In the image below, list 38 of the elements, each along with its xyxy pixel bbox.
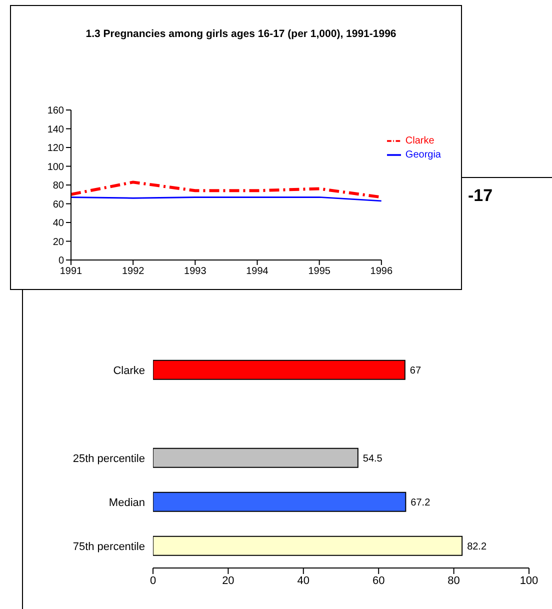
x-tick-label: 60: [372, 574, 385, 587]
x-tick-label: 1991: [60, 266, 83, 278]
x-tick-label: 1992: [122, 266, 145, 278]
y-tick-label: 140: [47, 124, 64, 136]
x-tick-label: 20: [222, 574, 234, 587]
x-tick-label: 1996: [370, 266, 393, 278]
x-tick-label: 1993: [184, 266, 207, 278]
x-tick-label: 40: [297, 574, 310, 587]
bar: [153, 360, 406, 380]
y-tick-label: 60: [52, 199, 64, 210]
bar: [153, 536, 463, 556]
data-label: 67.2: [410, 497, 431, 508]
x-tick-label: 80: [448, 574, 460, 587]
y-tick-label: Median: [108, 496, 145, 509]
bar: [153, 448, 358, 468]
y-tick-label: 20: [52, 236, 64, 248]
legend-label: Clarke: [405, 135, 434, 146]
legend-label: Georgia: [405, 149, 441, 160]
x-tick-label: 1995: [308, 266, 331, 278]
chart-title: 1.3 Pregnancies among girls ages 16-17 (per 1,000), 1991-1996: [84, 27, 398, 42]
y-tick-label: 160: [47, 106, 64, 117]
y-tick-label: 75th percentile: [72, 540, 145, 553]
y-tick-label: 120: [47, 143, 64, 154]
data-label: 67: [410, 365, 422, 376]
x-tick-label: 1994: [246, 266, 269, 278]
y-tick-label: 100: [47, 162, 64, 173]
data-label: 82.2: [467, 541, 487, 552]
x-tick-label: 100: [520, 574, 538, 587]
x-tick-label: 0: [150, 574, 156, 587]
line-series: [71, 180, 382, 199]
chart-title: -17: [468, 186, 493, 206]
data-label: 54.5: [362, 453, 383, 464]
y-tick-label: Clarke: [113, 364, 145, 377]
y-tick-label: 40: [52, 218, 64, 230]
y-tick-label: 0: [58, 256, 64, 267]
y-tick-label: 80: [52, 180, 64, 192]
bar: [153, 492, 406, 512]
y-tick-label: 25th percentile: [72, 452, 145, 465]
